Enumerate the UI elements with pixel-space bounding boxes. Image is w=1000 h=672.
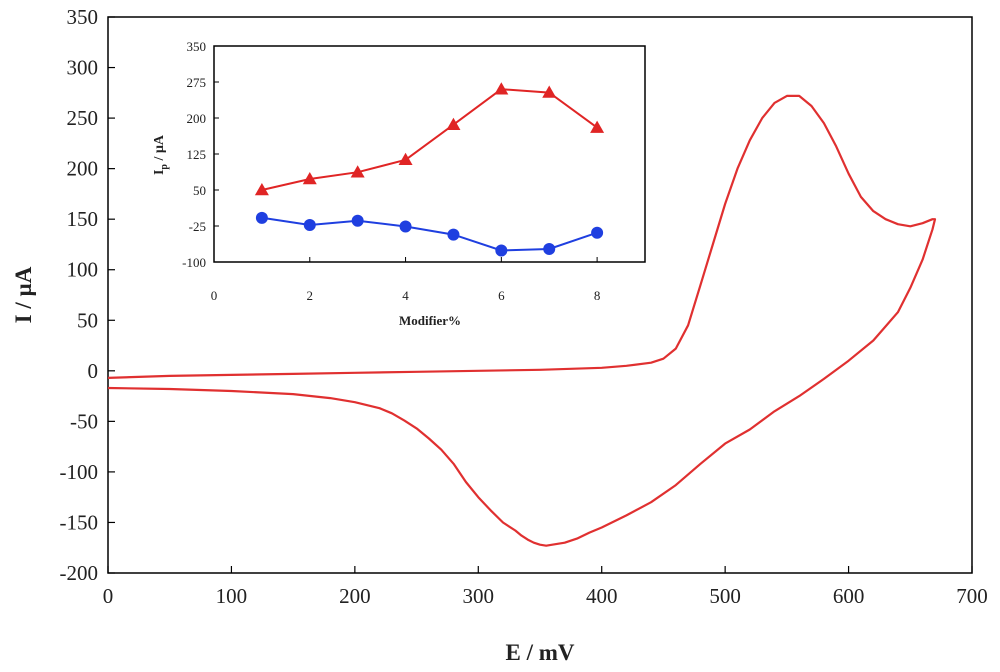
inset-point-circle [351,214,364,227]
x-tick-label: 500 [709,584,741,608]
inset-point-circle [255,211,268,224]
inset-point-circle [303,219,316,232]
inset-y-tick-label: -100 [182,255,206,270]
inset-y-tick-label: 125 [187,147,207,162]
y-tick-label: 0 [88,359,99,383]
inset-y-tick-label: 50 [193,183,206,198]
inset-point-triangle [494,82,509,95]
inset-y-tick-label: 350 [187,39,207,54]
y-tick-label: -150 [60,510,99,534]
inset-point-circle [543,243,556,256]
y-tick-label: 250 [67,106,99,130]
inset-y-title-rest: / µA [152,134,167,164]
inset-point-triangle [542,85,557,98]
inset-point-triangle [446,117,461,130]
inset-y-axis-title: Ip / µA [152,134,170,175]
y-tick-label: 200 [67,157,99,181]
main-axis-ticks: 0 100 200 300 400 500 600 700-200-150-100-50050… [60,5,988,608]
main-plot-frame [107,16,973,574]
x-tick-label: 200 [339,584,371,608]
inset-y-title-main: I [152,170,167,175]
inset-point-triangle [398,152,413,166]
inset-x-tick-label: 6 [498,288,505,303]
x-tick-label: 700 [956,584,988,608]
inset-y-tick-label: 275 [187,75,207,90]
x-axis-title: E / mV [506,640,575,665]
y-tick-label: 50 [77,308,98,332]
inset-point-circle [399,220,412,233]
inset-point-triangle [590,120,605,133]
x-tick-label: 300 [463,584,495,608]
cv-curve [107,94,937,547]
y-tick-label: 350 [67,5,99,29]
inset-x-tick-label: 8 [594,288,601,303]
y-tick-label: 150 [67,207,99,231]
x-tick-label: 100 [216,584,248,608]
cv-curve-group [107,94,937,547]
y-axis-title: I / µA [11,266,36,323]
y-tick-label: -200 [60,561,99,585]
inset-y-tick-label: -25 [189,219,206,234]
inset-x-tick-label: 4 [402,288,409,303]
inset-point-triangle [254,183,269,196]
inset-plot-background [213,45,646,263]
x-tick-label: 600 [833,584,865,608]
inset-point-circle [447,228,460,241]
inset-series-line [261,216,598,252]
inset-y-tick-label: 200 [187,111,207,126]
inset-point-circle [495,244,508,257]
y-tick-label: -50 [70,409,98,433]
inset-point-circle [591,226,604,239]
y-tick-label: -100 [60,460,99,484]
inset-x-tick-label: 0 [211,288,218,303]
inset-point-triangle [302,171,317,185]
x-tick-label: 400 [586,584,618,608]
inset-x-axis-title: Modifier% [399,313,461,328]
inset-x-tick-label: 2 [307,288,314,303]
y-tick-label: 100 [67,258,99,282]
x-tick-label: 0 [103,584,114,608]
inset-series-line [261,88,598,191]
inset-point-triangle [350,165,365,178]
y-tick-label: 300 [67,56,99,80]
inset-series-group [254,82,605,257]
inset-y-title-sub: p [159,164,170,170]
inset-axis-ticks: 0 2 4 6 8 -100 -25 50 125 200 275 350 [182,39,600,303]
